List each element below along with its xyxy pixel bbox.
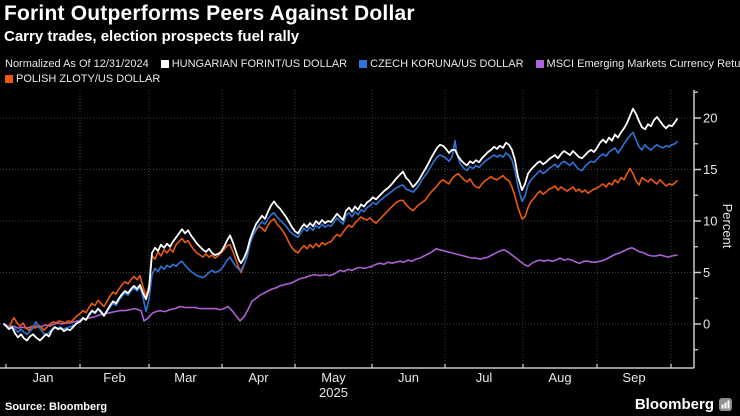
bloomberg-wordmark: Bloomberg: [634, 396, 714, 413]
x-axis-year-label: 2025: [319, 385, 348, 400]
legend-swatch-icon: [160, 60, 169, 68]
x-tick-label: Feb: [103, 370, 125, 385]
legend-label: POLISH ZLOTY/US DOLLAR: [16, 73, 161, 85]
y-tick-label: 15: [703, 162, 717, 177]
x-tick-label: Jun: [398, 370, 419, 385]
y-tick-label: 5: [703, 265, 710, 280]
series-line-msci-emerging-markets-currency-returns: [3, 247, 678, 329]
y-tick-label: 10: [703, 214, 717, 229]
legend-item: CZECH KORUNA/US DOLLAR: [359, 58, 524, 70]
legend-swatch-icon: [535, 60, 544, 68]
chart-subtitle: Carry trades, election prospects fuel ra…: [4, 28, 300, 45]
legend-label: CZECH KORUNA/US DOLLAR: [370, 58, 524, 70]
x-tick-label: Jul: [476, 370, 493, 385]
legend-item: POLISH ZLOTY/US DOLLAR: [5, 73, 160, 85]
chart-title: Forint Outperforms Peers Against Dollar: [4, 2, 415, 25]
x-tick-label: Aug: [548, 370, 571, 385]
y-tick-label: 0: [703, 317, 710, 332]
legend-label: MSCI Emerging Markets Currency Returns: [546, 58, 740, 70]
legend-swatch-icon: [359, 60, 368, 68]
y-tick-label: 20: [703, 111, 717, 126]
legend-label: HUNGARIAN FORINT/US DOLLAR: [171, 58, 348, 70]
x-tick-label: Sep: [622, 370, 645, 385]
legend-swatch-icon: [5, 75, 13, 83]
y-axis-title: Percent: [720, 204, 735, 249]
legend-item: HUNGARIAN FORINT/US DOLLAR: [160, 58, 348, 70]
source-credit: Source: Bloomberg: [5, 401, 108, 413]
legend-normalization-note: Normalized As Of 12/31/2024: [5, 58, 149, 70]
legend-row-2: POLISH ZLOTY/US DOLLAR: [5, 72, 737, 86]
bloomberg-logo-icon: [719, 398, 732, 411]
series-line-czech-koruna-us-dollar: [3, 131, 678, 337]
x-tick-label: Mar: [174, 370, 197, 385]
legend: Normalized As Of 12/31/2024 HUNGARIAN FO…: [5, 57, 740, 87]
x-tick-label: May: [321, 370, 346, 385]
series-line-hungarian-forint-us-dollar: [3, 107, 678, 342]
x-tick-label: Apr: [248, 370, 269, 385]
bloomberg-brand: Bloomberg: [635, 396, 732, 413]
legend-item: MSCI Emerging Markets Currency Returns: [535, 58, 740, 70]
x-tick-label: Jan: [33, 370, 54, 385]
series-line-polish-zloty-us-dollar: [3, 167, 678, 332]
legend-row-1: Normalized As Of 12/31/2024 HUNGARIAN FO…: [5, 57, 740, 71]
